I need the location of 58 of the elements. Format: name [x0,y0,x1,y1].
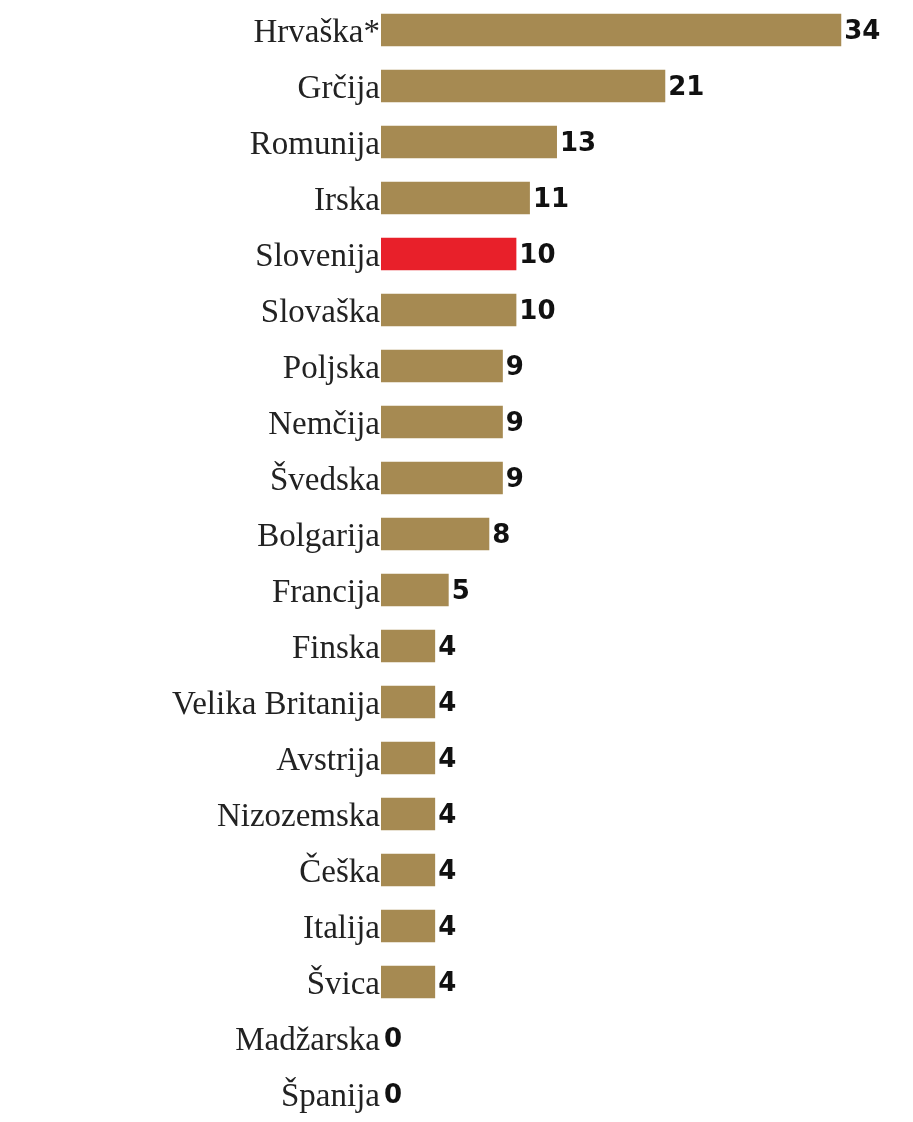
bar [381,461,503,495]
bar [381,69,666,103]
data-label: 9 [505,407,524,437]
data-label: 4 [438,631,457,661]
bar [381,349,503,383]
data-label: 4 [438,743,457,773]
data-label: 4 [438,687,457,717]
y-tick-label: Slovaška [260,292,381,329]
y-tick-label: Nemčija [268,404,381,441]
bar [381,629,436,663]
data-label: 5 [451,575,470,605]
y-tick-label: Finska [291,628,381,665]
y-tick-label: Romunija [249,124,381,161]
y-tick-label: Nizozemska [216,796,381,833]
bar [381,797,436,831]
data-label: 8 [492,519,511,549]
data-label: 4 [438,799,457,829]
bar [381,405,503,439]
data-label: 0 [384,1079,403,1109]
bar [381,181,530,215]
data-label: 9 [505,351,524,381]
y-tick-label: Velika Britanija [171,684,381,721]
data-label: 11 [532,183,570,213]
data-label: 34 [844,15,881,45]
y-tick-label: Švica [306,963,381,1001]
y-tick-label: Italija [303,908,381,945]
bar [381,125,557,159]
y-tick-label: Bolgarija [257,516,381,553]
data-label: 4 [438,967,457,997]
bar [381,853,436,887]
data-label: 0 [384,1023,403,1053]
data-label: 9 [505,463,524,493]
data-label: 10 [519,239,556,269]
y-tick-label: Španija [281,1075,381,1113]
y-tick-label: Madžarska [235,1020,381,1057]
y-tick-label: Češka [299,851,381,889]
y-tick-label: Irska [314,180,381,217]
y-tick-label: Slovenija [255,236,381,273]
y-tick-label: Hrvaška* [253,12,380,49]
bar [381,237,517,271]
bar [381,13,842,47]
y-tick-label: Poljska [282,348,381,385]
bar [381,909,436,943]
data-label: 10 [519,295,556,325]
bar [381,573,449,607]
bar [381,685,436,719]
data-label: 4 [438,911,457,941]
y-tick-label: Grčija [297,68,381,105]
bar [381,741,436,775]
y-tick-label: Francija [271,572,381,609]
bar [381,517,490,551]
data-label: 4 [438,855,457,885]
y-tick-label: Avstrija [276,740,381,777]
data-label: 13 [559,127,597,157]
data-label: 21 [668,71,705,101]
y-tick-label: Švedska [270,459,381,497]
bar [381,293,517,327]
bar [381,965,436,999]
